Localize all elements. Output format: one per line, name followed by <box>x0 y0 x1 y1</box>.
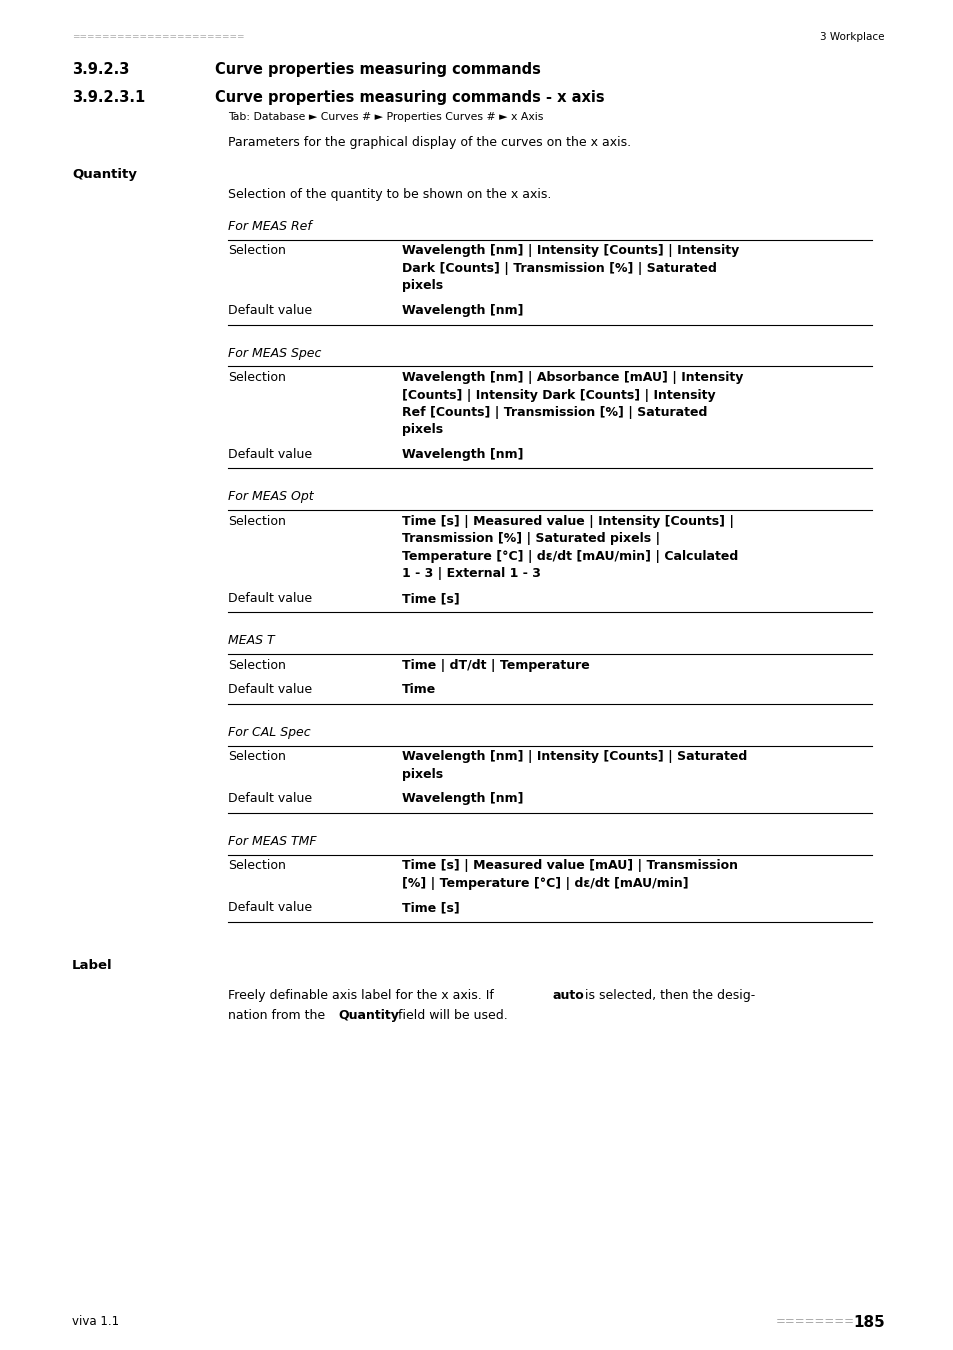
Text: Selection: Selection <box>228 244 286 258</box>
Text: Temperature [°C] | dε/dt [mAU/min] | Calculated: Temperature [°C] | dε/dt [mAU/min] | Cal… <box>401 549 738 563</box>
Text: Default value: Default value <box>228 304 312 317</box>
Text: Time: Time <box>401 683 436 697</box>
Text: Curve properties measuring commands: Curve properties measuring commands <box>214 62 540 77</box>
Text: Quantity: Quantity <box>71 167 136 181</box>
Text: Time [s] | Measured value | Intensity [Counts] |: Time [s] | Measured value | Intensity [C… <box>401 514 733 528</box>
Text: Freely definable axis label for the x axis. If: Freely definable axis label for the x ax… <box>228 990 497 1002</box>
Text: For MEAS Spec: For MEAS Spec <box>228 347 321 359</box>
Text: 3.9.2.3.1: 3.9.2.3.1 <box>71 90 145 105</box>
Text: Wavelength [nm] | Intensity [Counts] | Saturated: Wavelength [nm] | Intensity [Counts] | S… <box>401 751 746 764</box>
Text: Ref [Counts] | Transmission [%] | Saturated: Ref [Counts] | Transmission [%] | Satura… <box>401 406 706 418</box>
Text: Time [s] | Measured value [mAU] | Transmission: Time [s] | Measured value [mAU] | Transm… <box>401 860 738 872</box>
Text: nation from the: nation from the <box>228 1008 329 1022</box>
Text: Wavelength [nm]: Wavelength [nm] <box>401 448 523 460</box>
Text: pixels: pixels <box>401 424 442 436</box>
Text: Wavelength [nm]: Wavelength [nm] <box>401 304 523 317</box>
Text: Selection: Selection <box>228 659 286 672</box>
Text: For MEAS Ref: For MEAS Ref <box>228 220 312 234</box>
Text: Default value: Default value <box>228 683 312 697</box>
Text: pixels: pixels <box>401 768 442 782</box>
Text: Default value: Default value <box>228 593 312 605</box>
Text: Default value: Default value <box>228 792 312 806</box>
Text: Wavelength [nm] | Absorbance [mAU] | Intensity: Wavelength [nm] | Absorbance [mAU] | Int… <box>401 371 742 383</box>
Text: Time [s]: Time [s] <box>401 902 459 914</box>
Text: Quantity: Quantity <box>338 1008 399 1022</box>
Text: Default value: Default value <box>228 448 312 460</box>
Text: [Counts] | Intensity Dark [Counts] | Intensity: [Counts] | Intensity Dark [Counts] | Int… <box>401 389 715 401</box>
Text: 3.9.2.3: 3.9.2.3 <box>71 62 130 77</box>
Text: is selected, then the desig-: is selected, then the desig- <box>580 990 754 1002</box>
Text: Wavelength [nm] | Intensity [Counts] | Intensity: Wavelength [nm] | Intensity [Counts] | I… <box>401 244 739 258</box>
Text: MEAS T: MEAS T <box>228 634 274 648</box>
Text: field will be used.: field will be used. <box>394 1008 507 1022</box>
Text: viva 1.1: viva 1.1 <box>71 1315 119 1328</box>
Text: Time [s]: Time [s] <box>401 593 459 605</box>
Text: For MEAS Opt: For MEAS Opt <box>228 490 314 504</box>
Text: Parameters for the graphical display of the curves on the x axis.: Parameters for the graphical display of … <box>228 136 631 148</box>
Text: Wavelength [nm]: Wavelength [nm] <box>401 792 523 806</box>
Text: Label: Label <box>71 958 112 972</box>
Text: Selection: Selection <box>228 751 286 764</box>
Text: Dark [Counts] | Transmission [%] | Saturated: Dark [Counts] | Transmission [%] | Satur… <box>401 262 716 275</box>
Text: Selection: Selection <box>228 514 286 528</box>
Text: =======================: ======================= <box>71 32 244 40</box>
Text: Transmission [%] | Saturated pixels |: Transmission [%] | Saturated pixels | <box>401 532 659 545</box>
Text: pixels: pixels <box>401 279 442 293</box>
Text: 185: 185 <box>852 1315 884 1330</box>
Text: auto: auto <box>553 990 584 1002</box>
Text: Tab: Database ► Curves # ► Properties Curves # ► x Axis: Tab: Database ► Curves # ► Properties Cu… <box>228 112 543 122</box>
Text: 1 - 3 | External 1 - 3: 1 - 3 | External 1 - 3 <box>401 567 540 580</box>
Text: Selection of the quantity to be shown on the x axis.: Selection of the quantity to be shown on… <box>228 188 551 201</box>
Text: Time | dT/dt | Temperature: Time | dT/dt | Temperature <box>401 659 589 672</box>
Text: 3 Workplace: 3 Workplace <box>820 32 884 42</box>
Text: ========: ======== <box>775 1315 854 1328</box>
Text: Default value: Default value <box>228 902 312 914</box>
Text: [%] | Temperature [°C] | dε/dt [mAU/min]: [%] | Temperature [°C] | dε/dt [mAU/min] <box>401 878 688 890</box>
Text: Curve properties measuring commands - x axis: Curve properties measuring commands - x … <box>214 90 604 105</box>
Text: For MEAS TMF: For MEAS TMF <box>228 836 316 848</box>
Text: Selection: Selection <box>228 860 286 872</box>
Text: For CAL Spec: For CAL Spec <box>228 726 311 738</box>
Text: Selection: Selection <box>228 371 286 383</box>
